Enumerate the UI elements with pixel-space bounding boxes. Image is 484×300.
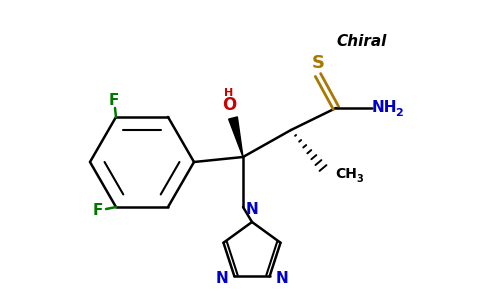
Text: F: F (93, 202, 103, 217)
Text: H: H (225, 88, 234, 98)
Text: 2: 2 (395, 108, 403, 118)
Text: 3: 3 (356, 174, 363, 184)
Polygon shape (228, 117, 243, 157)
Text: F: F (109, 94, 119, 109)
Text: CH: CH (335, 167, 357, 181)
Text: N: N (275, 271, 288, 286)
Text: O: O (222, 96, 236, 114)
Text: S: S (312, 54, 324, 72)
Text: N: N (245, 202, 258, 217)
Text: Chiral: Chiral (337, 34, 387, 50)
Text: N: N (216, 271, 229, 286)
Text: NH: NH (372, 100, 397, 115)
